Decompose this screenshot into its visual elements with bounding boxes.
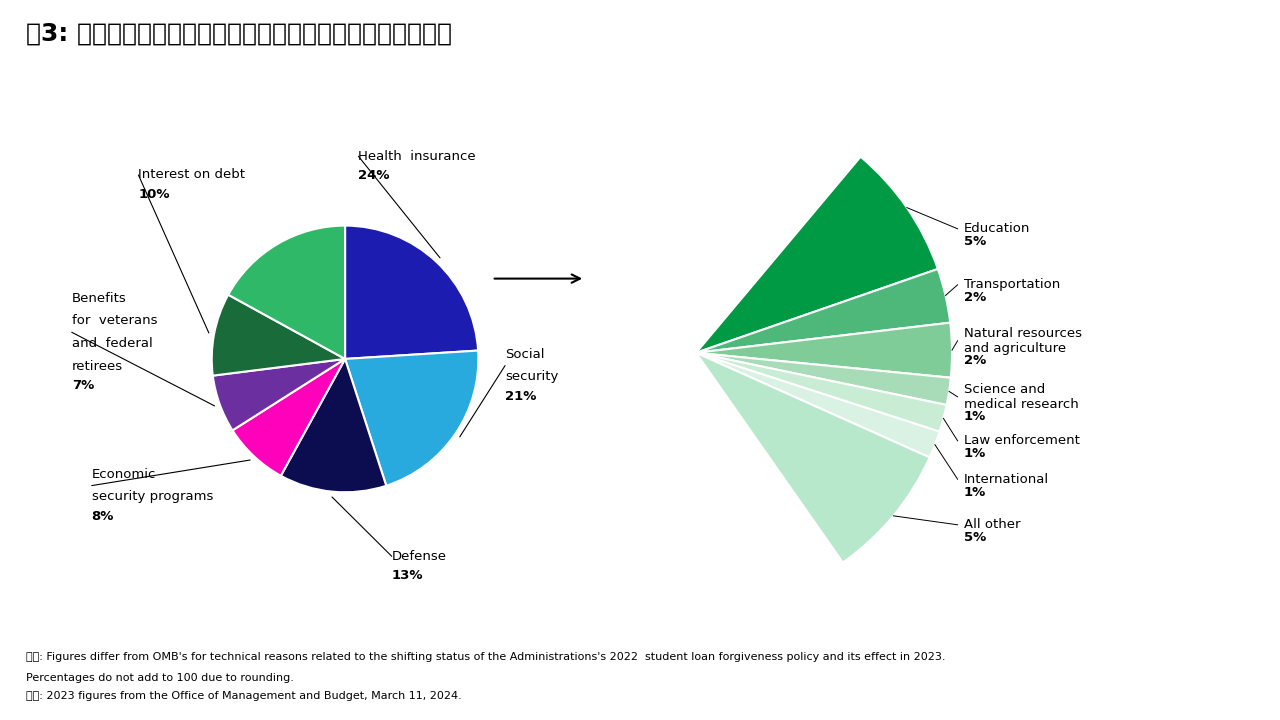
Wedge shape xyxy=(280,359,387,492)
Wedge shape xyxy=(346,225,479,359)
Text: 13%: 13% xyxy=(392,569,424,582)
Text: 1%: 1% xyxy=(964,410,987,423)
Wedge shape xyxy=(696,353,947,432)
Text: Transportation: Transportation xyxy=(964,279,1060,292)
Wedge shape xyxy=(696,157,938,353)
Text: 2%: 2% xyxy=(964,291,987,305)
Text: 1%: 1% xyxy=(964,485,987,499)
Text: 出所: 2023 figures from the Office of Management and Budget, March 11, 2024.: 出所: 2023 figures from the Office of Mana… xyxy=(26,691,461,701)
Text: 注記: Figures differ from OMB's for technical reasons related to the shifting stat: 注記: Figures differ from OMB's for techni… xyxy=(26,652,945,662)
Text: Interest on debt: Interest on debt xyxy=(138,168,246,181)
Text: Defense: Defense xyxy=(392,550,447,563)
Text: Education: Education xyxy=(964,222,1030,235)
Text: Benefits: Benefits xyxy=(72,292,127,305)
Text: 24%: 24% xyxy=(358,169,390,182)
Wedge shape xyxy=(696,353,929,562)
Wedge shape xyxy=(696,269,950,353)
Text: Law enforcement: Law enforcement xyxy=(964,434,1080,447)
Text: Health  insurance: Health insurance xyxy=(358,150,476,163)
Text: security: security xyxy=(506,370,558,384)
Wedge shape xyxy=(233,359,346,476)
Text: 7%: 7% xyxy=(72,379,93,392)
Text: All other: All other xyxy=(964,518,1020,531)
Text: 1%: 1% xyxy=(964,447,987,460)
Text: Social: Social xyxy=(506,348,544,361)
Text: 5%: 5% xyxy=(964,531,987,544)
Text: security programs: security programs xyxy=(92,490,212,503)
Text: Science and: Science and xyxy=(964,383,1046,396)
Text: and agriculture: and agriculture xyxy=(964,341,1066,354)
Wedge shape xyxy=(211,294,346,376)
Text: 5%: 5% xyxy=(964,235,987,248)
Text: medical research: medical research xyxy=(964,397,1079,410)
Text: 2%: 2% xyxy=(964,354,987,367)
Text: Economic: Economic xyxy=(92,468,156,481)
Text: 8%: 8% xyxy=(92,510,114,523)
Wedge shape xyxy=(228,225,346,359)
Wedge shape xyxy=(696,353,951,405)
Wedge shape xyxy=(696,323,952,378)
Wedge shape xyxy=(346,351,479,486)
Text: 図3: 予算の大半は、医療、社会保障、防衛に充てられている: 図3: 予算の大半は、医療、社会保障、防衛に充てられている xyxy=(26,22,452,45)
Text: 21%: 21% xyxy=(506,390,536,402)
Text: retirees: retirees xyxy=(72,360,123,373)
Text: 10%: 10% xyxy=(138,188,170,201)
Text: Percentages do not add to 100 due to rounding.: Percentages do not add to 100 due to rou… xyxy=(26,673,293,683)
Text: Natural resources: Natural resources xyxy=(964,327,1082,340)
Text: for  veterans: for veterans xyxy=(72,315,157,328)
Wedge shape xyxy=(212,359,346,431)
Text: and  federal: and federal xyxy=(72,337,152,350)
Wedge shape xyxy=(696,353,940,457)
Text: International: International xyxy=(964,473,1050,486)
